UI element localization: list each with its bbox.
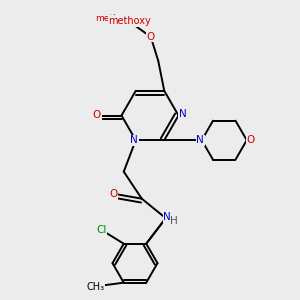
Text: N: N [178,109,186,119]
Text: methoxy: methoxy [125,21,131,22]
Text: O: O [109,189,117,199]
Text: Cl: Cl [96,225,106,235]
Text: N: N [130,135,138,145]
Text: CH₃: CH₃ [87,282,105,292]
Text: methoxy: methoxy [131,19,137,20]
Text: N: N [164,212,171,222]
Text: H: H [170,216,178,226]
Text: O: O [247,135,255,145]
Text: O: O [147,32,155,42]
Text: O: O [93,110,101,121]
Text: methoxy: methoxy [129,20,135,22]
Text: N: N [196,135,204,145]
Text: methoxy: methoxy [95,14,135,23]
Text: methoxy: methoxy [108,16,151,26]
